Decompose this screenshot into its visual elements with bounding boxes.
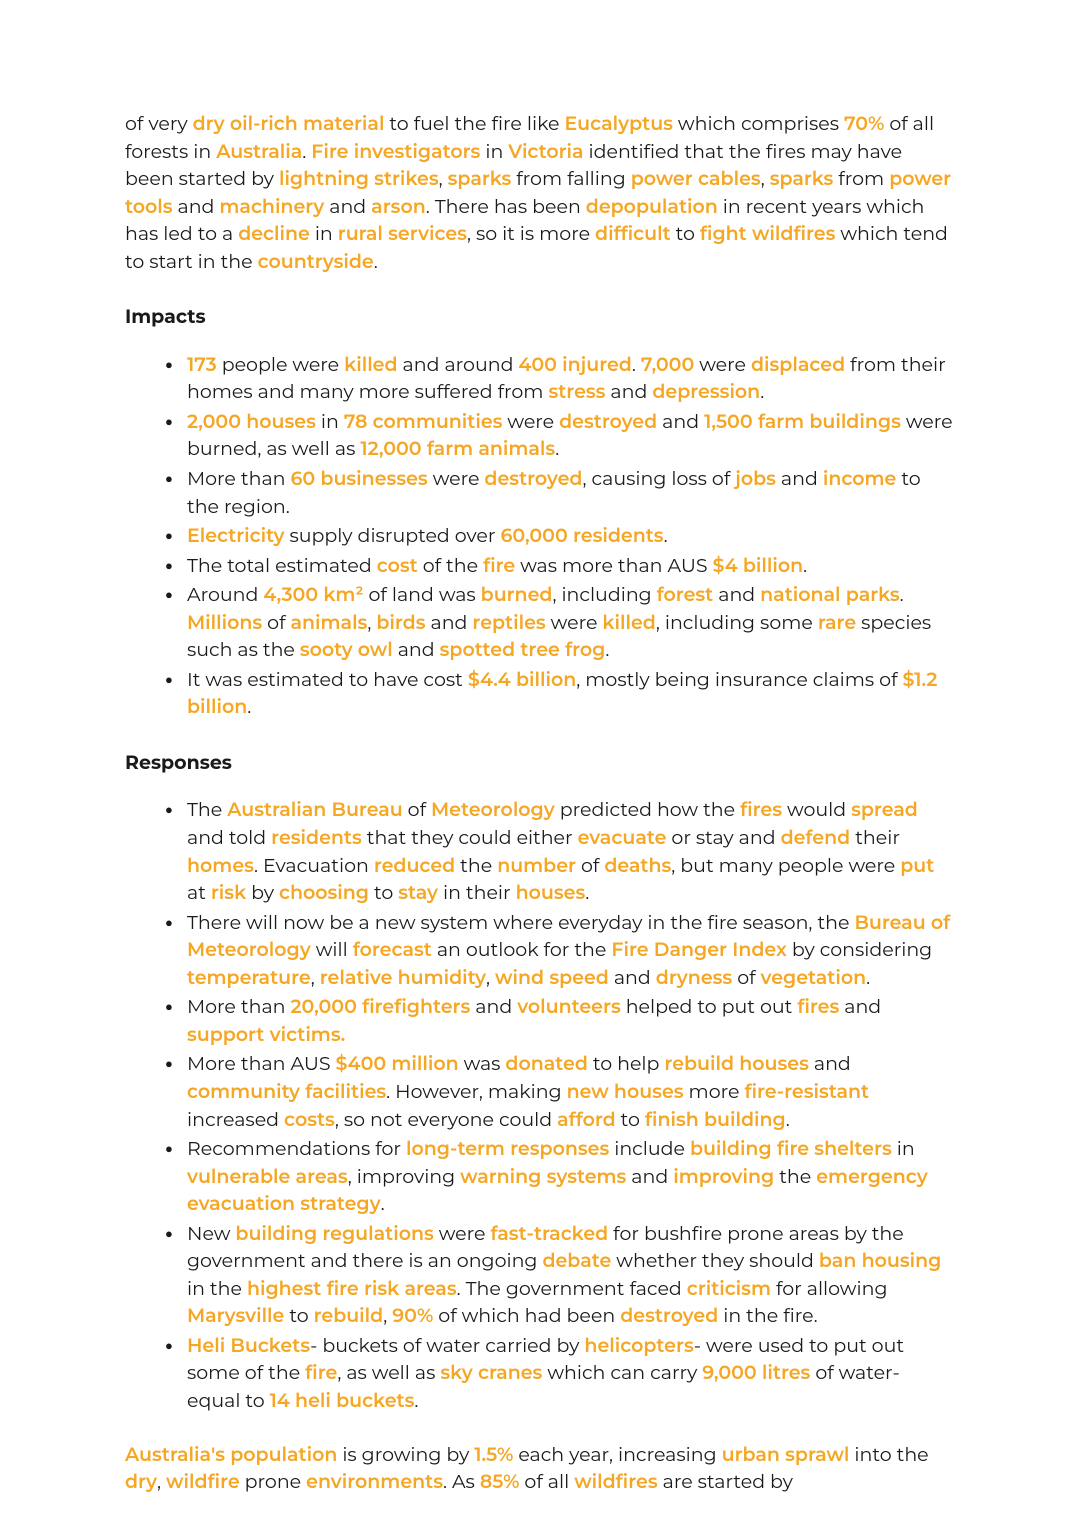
intro-paragraph: of very dry oil-rich material to fuel th… (125, 110, 955, 275)
impacts-list: 173 people were killed and around 400 in… (125, 351, 955, 721)
list-item: More than 20,000 firefighters and volunt… (165, 993, 955, 1048)
list-item: Heli Buckets- buckets of water carried b… (165, 1332, 955, 1415)
list-item: More than AUS $400 million was donated t… (165, 1050, 955, 1133)
list-item: There will now be a new system where eve… (165, 909, 955, 992)
impacts-heading: Impacts (125, 303, 955, 331)
list-item: Electricity supply disrupted over 60,000… (165, 522, 955, 550)
responses-heading: Responses (125, 749, 955, 777)
list-item: Around 4,300 km² of land was burned, inc… (165, 581, 955, 664)
list-item: The total estimated cost of the fire was… (165, 552, 955, 580)
list-item: The Australian Bureau of Meteorology pre… (165, 796, 955, 906)
list-item: More than 60 businesses were destroyed, … (165, 465, 955, 520)
list-item: 2,000 houses in 78 communities were dest… (165, 408, 955, 463)
list-item: 173 people were killed and around 400 in… (165, 351, 955, 406)
list-item: It was estimated to have cost $4.4 billi… (165, 666, 955, 721)
list-item: Recommendations for long-term responses … (165, 1135, 955, 1218)
list-item: New building regulations were fast-track… (165, 1220, 955, 1330)
responses-list: The Australian Bureau of Meteorology pre… (125, 796, 955, 1414)
closing-paragraph: Australia's population is growing by 1.5… (125, 1441, 955, 1496)
